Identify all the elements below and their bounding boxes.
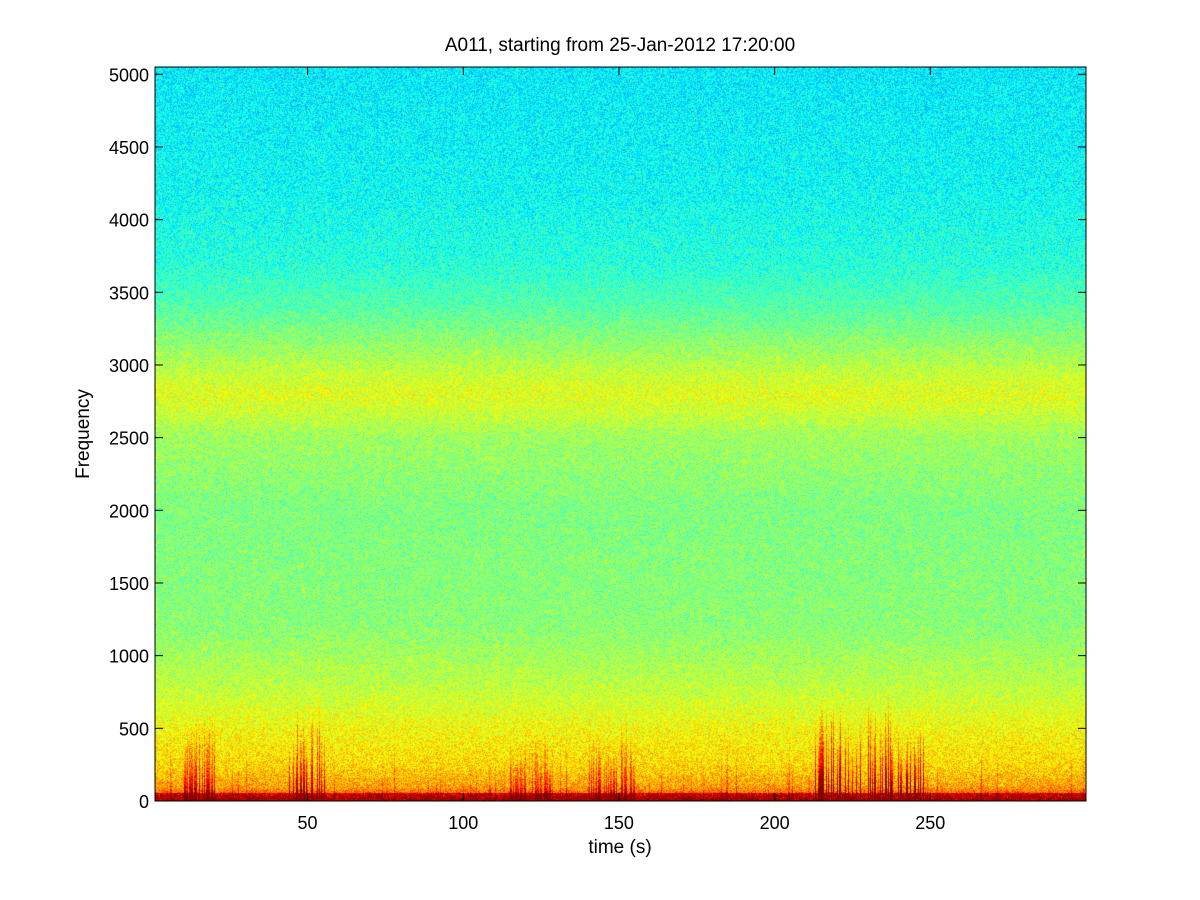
chart-title: A011, starting from 25-Jan-2012 17:20:00 (445, 35, 795, 56)
y-axis-label: Frequency (73, 389, 94, 479)
y-tick-label: 4000 (109, 211, 149, 231)
spectrogram-heatmap (155, 67, 1086, 801)
y-tick-label: 1500 (109, 574, 149, 594)
x-axis-label: time (s) (588, 837, 651, 858)
y-tick-label: 1000 (109, 647, 149, 667)
y-tick-label: 2000 (109, 501, 149, 521)
x-axis-ticks: 50 100 150 200 250 (298, 67, 945, 833)
y-tick-label: 5000 (109, 65, 149, 85)
plot-frame (154, 66, 1087, 802)
y-tick-label: 3000 (109, 356, 149, 376)
x-tick-label: 50 (298, 813, 318, 833)
y-tick-label: 4500 (109, 138, 149, 158)
x-tick-label: 150 (604, 813, 634, 833)
y-tick-label: 0 (139, 792, 149, 812)
x-tick-label: 250 (915, 813, 945, 833)
x-tick-label: 100 (448, 813, 478, 833)
y-tick-label: 500 (119, 719, 149, 739)
x-tick-label: 200 (760, 813, 790, 833)
y-axis-ticks: 0 500 1000 1500 2000 2500 3000 3500 4000 4500 5000 (109, 65, 1086, 812)
y-tick-label: 3500 (109, 283, 149, 303)
y-tick-label: 2500 (109, 429, 149, 449)
